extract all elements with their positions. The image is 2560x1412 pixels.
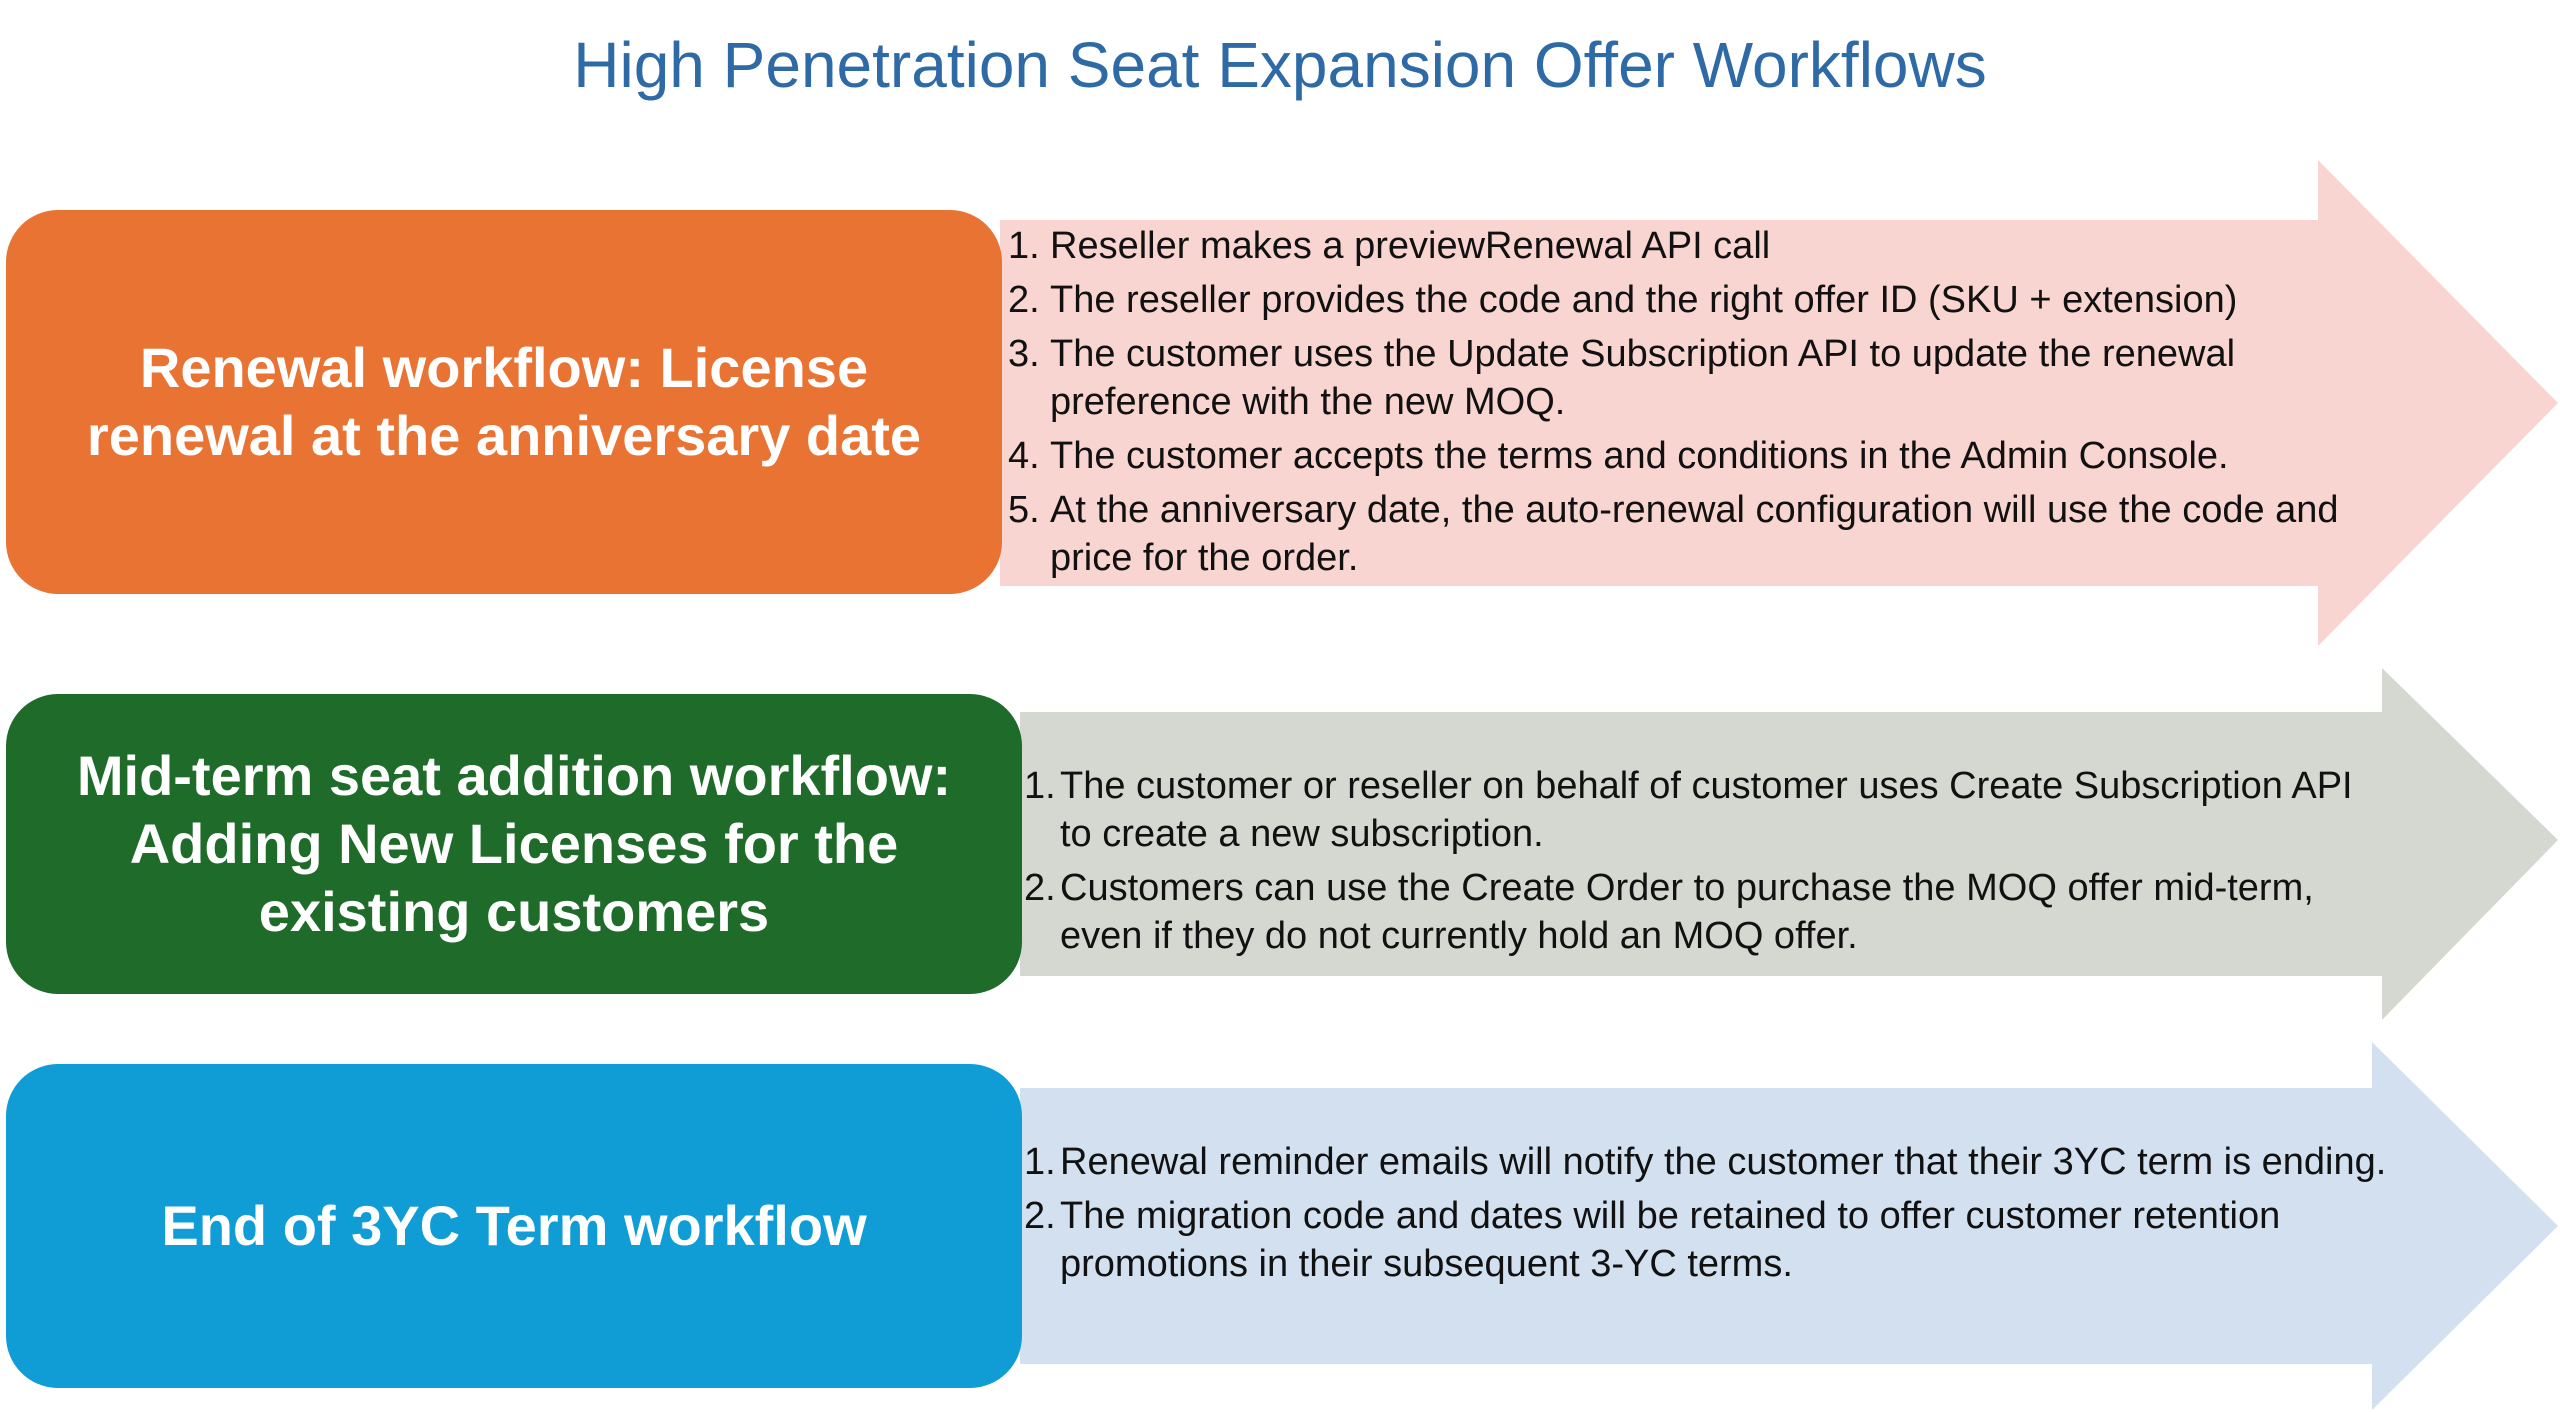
diagram-title: High Penetration Seat Expansion Offer Wo…	[573, 29, 1987, 101]
step-number: 2.	[1024, 867, 1056, 909]
step-text: The customer uses the Update Subscriptio…	[1050, 333, 2236, 423]
step-text: The migration code and dates will be ret…	[1060, 1195, 2281, 1285]
step-number: 2.	[1024, 1195, 1056, 1237]
end-3yc-workflow-box: End of 3YC Term workflow	[6, 1064, 1022, 1388]
end-3yc-steps-list: 1. Renewal reminder emails will notify th…	[1024, 1138, 2424, 1294]
list-item: 5. At the anniversary date, the auto-rene…	[1008, 486, 2408, 582]
step-text: The customer accepts the terms and condi…	[1050, 435, 2229, 477]
step-text: Renewal reminder emails will notify the …	[1060, 1141, 2387, 1183]
list-item: 3. The customer uses the Update Subscript…	[1008, 330, 2408, 426]
end-arrow	[1020, 1042, 2558, 1410]
midterm-steps-list: 1. The customer or reseller on behalf of …	[1024, 762, 2364, 966]
midterm-arrow	[1020, 668, 2558, 1020]
step-text: The reseller provides the code and the r…	[1050, 279, 2238, 321]
renewal-workflow-label: Renewal workflow: License renewal at the…	[86, 336, 922, 467]
step-text: Customers can use the Create Order to pu…	[1060, 867, 2314, 957]
step-number: 5.	[1008, 489, 1040, 531]
list-item: 1. The customer or reseller on behalf of …	[1024, 762, 2364, 858]
renewal-steps-list: 1. Reseller makes a previewRenewal API ca…	[1008, 222, 2408, 588]
renewal-workflow-box: Renewal workflow: License renewal at the…	[6, 210, 1002, 594]
step-number: 1.	[1024, 1141, 1056, 1183]
end-3yc-workflow-label: End of 3YC Term workflow	[161, 1194, 867, 1257]
step-number: 3.	[1008, 333, 1040, 375]
list-item: 1. Renewal reminder emails will notify th…	[1024, 1138, 2424, 1186]
step-number: 1.	[1008, 225, 1040, 267]
list-item: 1. Reseller makes a previewRenewal API ca…	[1008, 222, 2408, 270]
step-number: 2.	[1008, 279, 1040, 321]
list-item: 2. The reseller provides the code and the…	[1008, 276, 2408, 324]
step-number: 1.	[1024, 765, 1056, 807]
midterm-workflow-label: Mid-term seat addition workflow: Adding …	[76, 744, 952, 943]
step-text: The customer or reseller on behalf of cu…	[1060, 765, 2353, 855]
list-item: 2. Customers can use the Create Order to …	[1024, 864, 2364, 960]
renewal-arrow	[1000, 160, 2558, 646]
step-text: Reseller makes a previewRenewal API call	[1050, 225, 1771, 267]
list-item: 4. The customer accepts the terms and con…	[1008, 432, 2408, 480]
step-text: At the anniversary date, the auto-renewa…	[1050, 489, 2339, 579]
step-number: 4.	[1008, 435, 1040, 477]
list-item: 2. The migration code and dates will be r…	[1024, 1192, 2424, 1288]
midterm-workflow-box: Mid-term seat addition workflow: Adding …	[6, 694, 1022, 994]
